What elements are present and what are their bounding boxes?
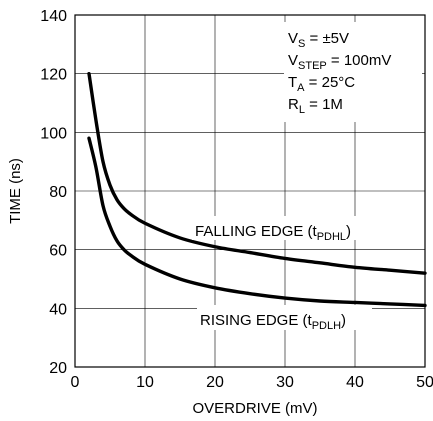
y-tick-label: 100 <box>40 125 67 142</box>
series-lines <box>87 71 427 308</box>
condition-ta: TA = 25°C <box>288 74 355 94</box>
condition-vstep: VSTEP = 100mV <box>288 52 391 72</box>
y-tick-label: 20 <box>49 360 67 377</box>
series-line-falling-edge <box>87 71 427 275</box>
test-conditions: VS = ±5V VSTEP = 100mV TA = 25°C RL = 1M <box>288 30 391 116</box>
x-tick-label: 50 <box>416 374 433 391</box>
tick-labels: 0 10 20 30 40 50 20 40 60 80 100 120 140 <box>40 8 433 391</box>
x-tick-label: 20 <box>206 374 224 391</box>
x-tick-label: 30 <box>276 374 294 391</box>
condition-vs: VS = ±5V <box>288 30 349 50</box>
falling-edge-label: FALLING EDGE (tPDHL) <box>195 223 351 243</box>
x-tick-label: 0 <box>71 374 80 391</box>
y-axis-title: TIME (ns) <box>7 158 24 224</box>
falling-label-background <box>192 216 372 240</box>
x-tick-label: 40 <box>346 374 364 391</box>
x-tick-label: 10 <box>136 374 154 391</box>
y-tick-label: 60 <box>49 243 67 260</box>
y-tick-label: 40 <box>49 301 67 318</box>
rising-label-background <box>197 305 372 330</box>
series-line-rising-edge <box>87 136 427 308</box>
rising-edge-label: RISING EDGE (tPDLH) <box>200 312 346 332</box>
y-tick-label: 140 <box>40 8 67 25</box>
y-tick-label: 80 <box>49 184 67 201</box>
x-axis-title: OVERDRIVE (mV) <box>192 400 317 417</box>
plot-frame <box>74 14 426 368</box>
y-tick-label: 120 <box>40 67 67 84</box>
conditions-background <box>284 22 422 122</box>
condition-rl: RL = 1M <box>288 96 343 116</box>
